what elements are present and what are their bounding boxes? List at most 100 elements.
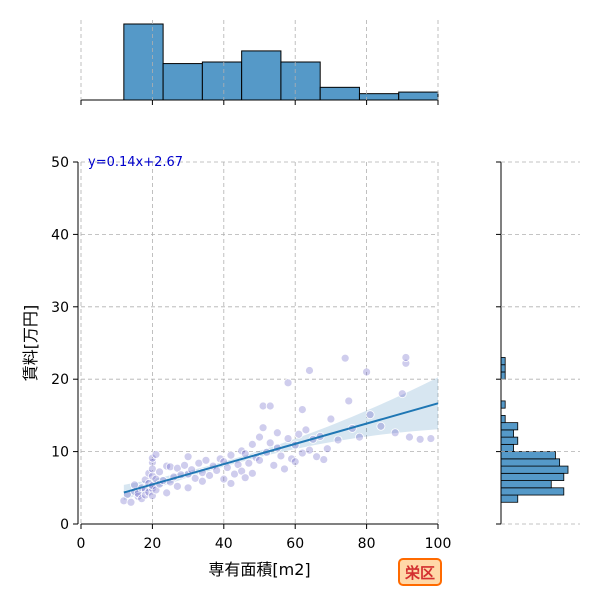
x-axis-label: 専有面積[m2]	[208, 560, 310, 579]
scatter-point	[255, 432, 264, 442]
scatter-point	[355, 432, 364, 442]
scatter-point	[272, 428, 282, 438]
x-tick-label: 40	[215, 536, 233, 552]
scatter-point	[244, 458, 254, 468]
scatter-point	[162, 488, 172, 498]
scatter-point	[126, 497, 136, 507]
x-hist-bar	[398, 91, 439, 101]
y-hist-bar	[500, 494, 519, 503]
x-tick-label: 80	[358, 536, 376, 552]
scatter-point	[276, 451, 286, 461]
scatter-point	[240, 473, 250, 483]
y-tick-label: 30	[51, 300, 69, 316]
scatter-point	[405, 432, 414, 442]
y-hist-bar	[500, 472, 565, 481]
scatter-point	[340, 353, 350, 363]
scatter-point	[172, 481, 182, 491]
scatter-point	[247, 439, 257, 449]
y-hist-bar	[500, 371, 506, 380]
scatter-point	[290, 457, 300, 467]
scatter-point	[183, 483, 193, 493]
scatter-point	[283, 378, 293, 388]
scatter-point	[197, 476, 207, 486]
y-marginal-histogram	[496, 161, 569, 525]
y-hist-bar	[500, 465, 569, 474]
scatter-point	[333, 435, 343, 445]
x-marginal-histogram	[80, 23, 439, 105]
scatter-point	[294, 429, 304, 439]
scatter-point	[305, 445, 314, 455]
district-badge-box	[398, 558, 442, 586]
x-tick-label: 60	[286, 536, 304, 552]
scatter-point	[280, 464, 289, 474]
y-hist-bar	[500, 487, 565, 496]
y-tick-label: 50	[51, 155, 69, 171]
regression-equation: y=0.14x+2.67	[88, 155, 183, 170]
x-hist-bar	[123, 23, 164, 101]
y-hist-bar	[500, 357, 506, 366]
y-hist-bar	[500, 436, 519, 445]
y-hist-bar	[500, 429, 514, 438]
scatter-point	[376, 421, 386, 431]
y-hist-bar	[500, 364, 506, 373]
x-hist-bar	[358, 93, 400, 101]
scatter-point	[344, 396, 354, 406]
scatter-point	[247, 468, 257, 478]
scatter-point	[265, 438, 275, 448]
y-hist-bar	[500, 400, 506, 409]
scatter-point	[265, 401, 275, 411]
scatter-point	[326, 414, 336, 424]
scatter-point	[201, 455, 211, 465]
scatter-point	[397, 389, 407, 399]
x-hist-bar	[162, 63, 203, 101]
scatter-point	[226, 479, 236, 488]
scatter-point	[155, 467, 164, 477]
regression-line-path	[123, 402, 439, 494]
x-hist-bar	[241, 50, 282, 101]
y-tick-label: 10	[51, 445, 69, 461]
scatter-point	[305, 366, 314, 375]
x-hist-bar	[280, 61, 321, 101]
y-hist-bar	[500, 480, 552, 489]
scatter-point	[283, 434, 293, 443]
x-hist-bar	[319, 86, 360, 101]
scatter-points	[119, 353, 436, 507]
x-hist-bar	[201, 61, 243, 101]
y-hist-bar	[500, 451, 556, 460]
scatter-point	[322, 444, 332, 454]
scatter-point	[390, 428, 400, 438]
scatter-point	[258, 423, 268, 433]
scatter-point	[401, 353, 411, 362]
y-tick-label: 0	[60, 517, 69, 533]
scatter-point	[205, 471, 214, 480]
y-hist-bar	[500, 443, 514, 452]
x-tick-label: 100	[425, 536, 452, 552]
scatter-point	[165, 462, 175, 472]
district-badge: 栄区	[398, 558, 442, 586]
scatter-point	[258, 401, 268, 411]
scatter-point	[301, 425, 311, 435]
scatter-point	[219, 474, 229, 484]
scatter-point	[415, 434, 425, 444]
x-tick-label: 0	[77, 536, 86, 552]
scatter-point	[319, 455, 329, 464]
y-hist-bar	[500, 458, 561, 467]
y-tick-label: 20	[51, 372, 69, 388]
scatter-point	[362, 367, 372, 377]
axes: 0 20 40 60 80 100 0 10 20 30 40 50	[51, 155, 451, 552]
scatter-point	[183, 452, 193, 462]
scatter-point	[426, 434, 436, 443]
scatter-point	[297, 405, 307, 415]
district-badge-label: 栄区	[404, 564, 435, 582]
x-tick-label: 20	[143, 536, 161, 552]
y-hist-bar	[500, 414, 506, 424]
scatter-point	[365, 410, 375, 420]
scatter-point	[226, 450, 236, 460]
scatter-point	[269, 460, 279, 470]
scatter-point	[151, 450, 161, 459]
scatter-point	[255, 455, 264, 465]
regression-line	[123, 402, 439, 494]
y-axis-label: 賃料[万円]	[21, 305, 40, 382]
scatter-point	[180, 460, 189, 470]
